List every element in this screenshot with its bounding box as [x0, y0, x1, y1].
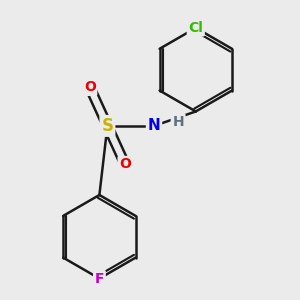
Text: N: N	[148, 118, 160, 134]
Text: O: O	[84, 80, 96, 94]
Text: O: O	[119, 158, 131, 172]
Text: H: H	[172, 115, 184, 129]
Text: Cl: Cl	[188, 21, 203, 35]
Text: F: F	[94, 272, 104, 286]
Text: S: S	[101, 117, 113, 135]
